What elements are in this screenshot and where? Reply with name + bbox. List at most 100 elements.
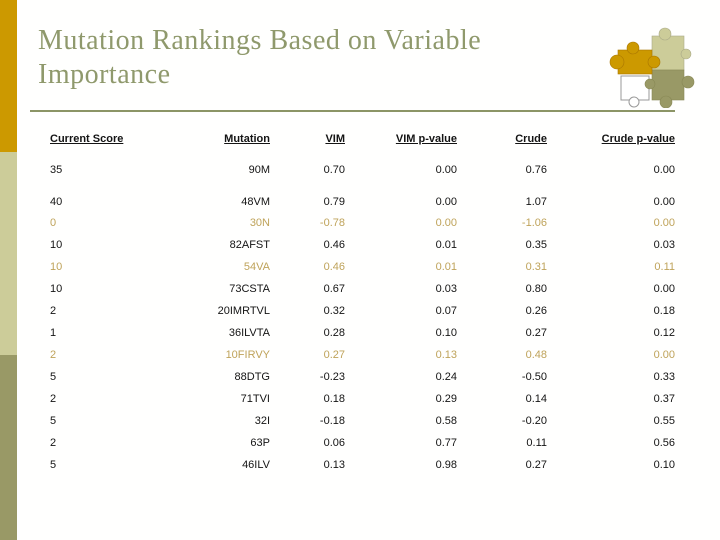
table-row: 10 82AFST 0.46 0.01 0.35 0.03 (50, 234, 675, 256)
table-cell: 36ILVTA (228, 327, 270, 339)
accent-strip-olive (0, 355, 17, 540)
table-row: 5 46ILV 0.13 0.98 0.27 0.10 (50, 454, 675, 476)
table-cell: 32I (254, 415, 270, 427)
table-cell: 0.28 (323, 327, 345, 339)
column-header: VIM (325, 133, 345, 145)
table-cell: 0.77 (435, 437, 457, 449)
table-cell: 63P (250, 437, 270, 449)
table-cell: 0.29 (435, 393, 457, 405)
table-row: 2 10FIRVY 0.27 0.13 0.48 0.00 (50, 344, 675, 366)
table-cell: 10 (50, 239, 63, 251)
table-cell: -0.20 (521, 415, 547, 427)
table-cell: 30N (249, 217, 270, 229)
title-rule (30, 110, 675, 112)
table-cell: 0.56 (653, 437, 675, 449)
table-cell: 2 (50, 349, 57, 361)
table-cell: 46ILV (242, 459, 270, 471)
table-cell: 35 (50, 164, 63, 176)
column-header: Crude p-value (601, 133, 675, 145)
puzzle-pieces-icon (609, 27, 695, 108)
table-cell: 0.46 (323, 239, 345, 251)
column-header: Crude (515, 133, 547, 145)
table-row: 0 30N -0.78 0.00 -1.06 0.00 (50, 212, 675, 234)
table-cell: 0.27 (323, 349, 345, 361)
table-cell: 0.13 (435, 349, 457, 361)
table-cell: 0.06 (323, 437, 345, 449)
mutation-table-body: 35 90M 0.70 0.00 0.76 0.00 40 48VM 0.79 0.00 1.07 0… (50, 159, 675, 476)
table-cell: 0.37 (653, 393, 675, 405)
table-cell: 0.58 (435, 415, 457, 427)
table-cell: 5 (50, 459, 57, 471)
table-cell: 0.00 (435, 217, 457, 229)
table-cell: 1 (50, 327, 57, 339)
table-cell: 0.27 (525, 327, 547, 339)
table-cell: 0.70 (323, 164, 345, 176)
table-cell: 0.67 (323, 283, 345, 295)
table-row: 35 90M 0.70 0.00 0.76 0.00 (50, 159, 675, 181)
table-cell: 0.46 (323, 261, 345, 273)
table-cell: 54VA (243, 261, 270, 273)
table-cell: 0.48 (525, 349, 547, 361)
table-cell: 0.33 (653, 371, 675, 383)
table-cell: 2 (50, 305, 57, 317)
table-cell: 0.03 (653, 239, 675, 251)
table-row: 2 71TVI 0.18 0.29 0.14 0.37 (50, 388, 675, 410)
table-cell: 2 (50, 437, 57, 449)
table-cell: 48VM (241, 196, 270, 208)
table-row: 5 88DTG -0.23 0.24 -0.50 0.33 (50, 366, 675, 388)
table-row: 5 32I -0.18 0.58 -0.20 0.55 (50, 410, 675, 432)
table-cell: 0.00 (653, 349, 675, 361)
table-cell: 0.01 (435, 239, 457, 251)
table-cell: 0.12 (653, 327, 675, 339)
column-header: Mutation (224, 133, 270, 145)
mutation-table: Current Score Mutation VIM VIM p-value Crude… (50, 133, 675, 476)
table-cell: 10 (50, 261, 63, 273)
table-row: 2 20IMRTVL 0.32 0.07 0.26 0.18 (50, 300, 675, 322)
table-cell: -0.50 (521, 371, 547, 383)
table-cell: 0.03 (435, 283, 457, 295)
slide-title: Mutation Rankings Based on Variable Impo… (38, 25, 482, 90)
table-cell: 0.10 (653, 459, 675, 471)
table-cell: 0.32 (323, 305, 345, 317)
table-cell: 40 (50, 196, 63, 208)
table-cell: 0.55 (653, 415, 675, 427)
table-cell: 0.11 (526, 437, 547, 449)
table-cell: 0.13 (323, 459, 345, 471)
accent-strip-gold (0, 0, 17, 152)
column-header: Current Score (50, 133, 124, 145)
table-row: 40 48VM 0.79 0.00 1.07 0.00 (50, 181, 675, 212)
accent-strip (0, 0, 17, 540)
table-cell: 10FIRVY (225, 349, 270, 361)
table-cell: 0.10 (435, 327, 457, 339)
table-cell: 10 (50, 283, 63, 295)
table-cell: 71TVI (240, 393, 270, 405)
table-cell: 0.00 (653, 164, 675, 176)
table-cell: 0.00 (435, 196, 457, 208)
table-cell: 82AFST (229, 239, 270, 251)
table-cell: 0.18 (653, 305, 675, 317)
table-cell: 0.14 (525, 393, 547, 405)
table-cell: 0.31 (525, 261, 547, 273)
table-cell: 5 (50, 415, 57, 427)
header-row: Current Score Mutation VIM VIM p-value Crude… (50, 133, 675, 159)
table-row: 10 73CSTA 0.67 0.03 0.80 0.00 (50, 278, 675, 300)
table-cell: 0.00 (653, 217, 675, 229)
table-cell: -1.06 (521, 217, 547, 229)
table-cell: 90M (248, 164, 270, 176)
table-cell: 0.18 (323, 393, 345, 405)
table-row: 1 36ILVTA 0.28 0.10 0.27 0.12 (50, 322, 675, 344)
table-cell: 0.00 (435, 164, 457, 176)
table-row: 2 63P 0.06 0.77 0.11 0.56 (50, 432, 675, 454)
table-cell: 0.01 (435, 261, 457, 273)
table-cell: 20IMRTVL (217, 305, 270, 317)
table-cell: -0.78 (319, 217, 345, 229)
table-cell: 0.24 (435, 371, 457, 383)
table-cell: 0.26 (525, 305, 547, 317)
table-cell: 0.76 (525, 164, 547, 176)
column-header: VIM p-value (395, 133, 457, 145)
table-cell: -0.18 (319, 415, 345, 427)
table-cell: 0.79 (323, 196, 345, 208)
table-cell: 0.35 (525, 239, 547, 251)
table-cell: 0.11 (654, 261, 675, 273)
